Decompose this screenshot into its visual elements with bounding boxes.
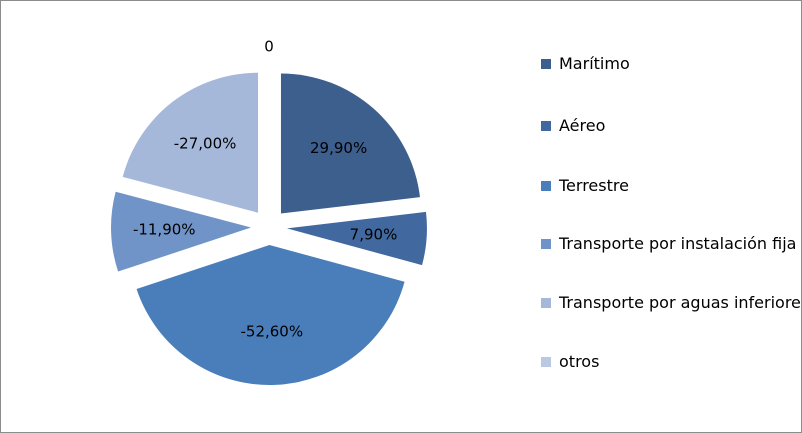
legend-swatch <box>541 239 551 249</box>
pie-slice <box>111 191 252 272</box>
legend-label: Marítimo <box>559 54 630 73</box>
data-label: 0 <box>264 38 274 56</box>
pie-slice <box>280 73 420 214</box>
legend-label: Aéreo <box>559 116 606 135</box>
legend-swatch <box>541 121 551 131</box>
legend-swatch <box>541 181 551 191</box>
legend-swatch <box>541 357 551 367</box>
legend-swatch <box>541 298 551 308</box>
data-label: 7,90% <box>350 225 398 243</box>
legend-item: Transporte por instalación fija <box>541 233 801 255</box>
legend-label: otros <box>559 352 600 371</box>
legend-item: Aéreo <box>541 115 801 137</box>
pie-slice <box>286 211 427 266</box>
pie-slice <box>122 72 259 213</box>
legend-label: Transporte por instalación fija <box>559 234 797 253</box>
data-label: 29,90% <box>310 139 367 157</box>
legend-swatch <box>541 59 551 69</box>
data-label: -52,60% <box>240 322 303 340</box>
data-label: -11,90% <box>133 221 196 239</box>
legend-label: Transporte por aguas inferiores <box>559 293 802 312</box>
data-label: -27,00% <box>174 134 237 152</box>
legend-label: Terrestre <box>559 176 629 195</box>
legend-item: Transporte por aguas inferiores <box>541 292 802 314</box>
pie-slice <box>136 244 405 385</box>
legend-item: otros <box>541 351 801 373</box>
legend-item: Terrestre <box>541 175 801 197</box>
legend-item: Marítimo <box>541 53 801 75</box>
